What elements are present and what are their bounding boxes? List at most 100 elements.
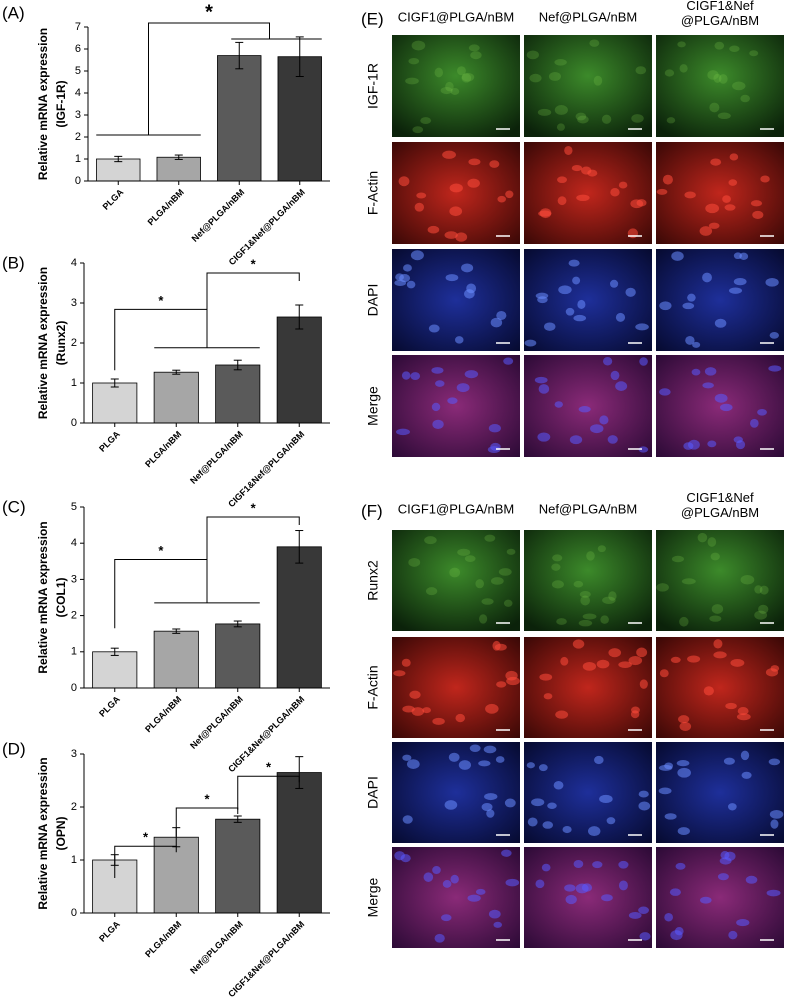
cell (505, 878, 520, 887)
x-tick-label: PLGA/nBM (146, 187, 186, 227)
cell (401, 658, 411, 667)
cell (638, 906, 649, 914)
cell (638, 446, 649, 453)
cell (600, 615, 609, 624)
column-header: Nef@PLGA/nBM (539, 9, 637, 24)
micrograph (392, 249, 520, 351)
cell (765, 668, 779, 677)
cell (728, 179, 738, 186)
cell (524, 339, 537, 347)
panel-label: (F) (361, 501, 383, 520)
micrograph (524, 847, 652, 948)
cell (539, 208, 552, 219)
bar (215, 623, 261, 689)
bar (276, 772, 322, 914)
cell (445, 81, 454, 92)
cell (504, 798, 516, 808)
cell (488, 909, 501, 919)
micrograph (524, 530, 652, 631)
cell (677, 827, 690, 835)
cell (450, 87, 460, 95)
cell (722, 195, 731, 203)
cell (675, 862, 686, 870)
column-header: Nef@PLGA/nBM (539, 501, 637, 516)
cell (664, 69, 675, 77)
column-header: CIGF1&Nef (686, 490, 754, 505)
cell (737, 707, 749, 716)
cell (679, 616, 689, 627)
cell (618, 181, 628, 189)
cell (682, 302, 695, 310)
column-header: CIGF1@PLGA/nBM (398, 9, 515, 24)
cell (741, 771, 752, 779)
x-tick-label: PLGA/nBM (143, 429, 183, 469)
y-axis-label: Relative mRNA expression (36, 757, 50, 909)
cell (432, 419, 444, 429)
cell (597, 545, 606, 553)
cell (599, 415, 609, 425)
cell (697, 532, 708, 543)
cell (601, 894, 613, 902)
cell (760, 175, 770, 183)
bracket (206, 272, 300, 310)
error-bar (114, 155, 123, 163)
cell (699, 226, 713, 236)
y-tick-label: 1 (71, 377, 77, 389)
cell (455, 713, 466, 723)
column-header: @PLGA/nBM (681, 13, 759, 28)
cell (554, 105, 568, 115)
cell (736, 713, 751, 721)
cell (483, 745, 497, 754)
cell (676, 760, 690, 767)
cell (671, 555, 685, 563)
cell (759, 585, 769, 595)
cell (599, 794, 613, 804)
cell (618, 880, 628, 891)
cell (565, 307, 575, 316)
cell (393, 670, 406, 677)
micrograph (656, 637, 784, 738)
cell (603, 357, 613, 366)
cell (464, 370, 479, 379)
cell (537, 432, 551, 442)
cell (754, 585, 763, 594)
cell (571, 165, 583, 172)
cell (434, 933, 445, 943)
cell (713, 73, 722, 83)
cell (628, 912, 642, 919)
image (524, 742, 652, 843)
bracket (206, 516, 300, 560)
cell (582, 613, 597, 620)
significance-label: * (158, 293, 164, 308)
micrograph (524, 742, 652, 843)
cell (450, 874, 459, 884)
cell (740, 94, 750, 103)
cell (440, 86, 453, 95)
cell (408, 57, 420, 65)
cell (658, 787, 672, 795)
y-axis-label: Relative mRNA expression (36, 267, 50, 419)
error-bar (295, 756, 304, 789)
cell (449, 206, 463, 217)
cell (544, 322, 556, 331)
cell (467, 894, 481, 902)
y-tick-label: 5 (71, 501, 77, 513)
cell (493, 921, 503, 928)
bar (277, 56, 322, 182)
axis (87, 27, 330, 182)
cell (664, 813, 677, 820)
cell (684, 191, 696, 199)
y-tick-label: 4 (75, 87, 81, 99)
cell (769, 810, 784, 819)
y-tick-label: 2 (71, 337, 77, 349)
cell (526, 50, 539, 60)
cell (534, 376, 548, 384)
cell (449, 183, 463, 193)
cell (728, 287, 743, 294)
cell (631, 706, 640, 714)
cell (608, 648, 622, 658)
cell (577, 299, 586, 310)
error-bar (172, 369, 181, 375)
cell (468, 158, 481, 166)
micrograph (524, 637, 652, 738)
